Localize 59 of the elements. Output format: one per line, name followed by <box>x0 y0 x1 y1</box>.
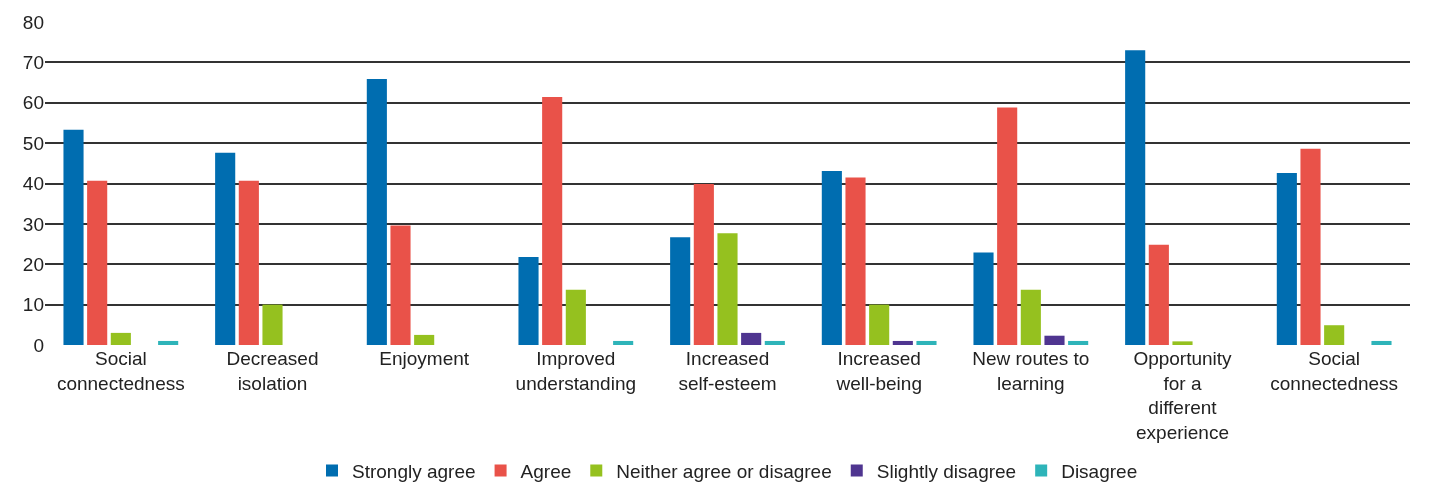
y-tick-label: 80 <box>22 11 44 33</box>
y-tick-label: 60 <box>22 92 44 114</box>
x-tick-label: Improved understanding <box>515 348 637 394</box>
bar <box>518 256 539 345</box>
bar <box>1324 325 1345 345</box>
bar <box>764 340 785 345</box>
bar <box>821 170 842 345</box>
bar <box>892 340 913 345</box>
x-tick-label: Increased self-esteem <box>678 348 777 394</box>
legend-label: Strongly agree <box>352 460 476 482</box>
bar <box>997 107 1018 345</box>
x-tick-label: Social connectedness <box>1270 348 1399 394</box>
bar <box>215 152 236 345</box>
x-tick-label: New routes to learning <box>972 348 1090 394</box>
bar <box>973 252 994 345</box>
bar <box>670 237 691 345</box>
bar <box>390 225 411 345</box>
bar <box>613 340 634 345</box>
bar <box>110 332 131 345</box>
legend-label: Agree <box>520 460 572 482</box>
bar <box>1276 173 1297 345</box>
bar <box>1148 244 1169 345</box>
legend-label: Neither agree or disagree <box>616 460 832 482</box>
x-tick-label: Increased well-being <box>835 348 922 394</box>
y-tick-label: 30 <box>22 213 44 235</box>
bar <box>542 97 563 345</box>
legend-label: Disagree <box>1061 460 1138 482</box>
y-tick-label: 50 <box>22 132 44 154</box>
bar <box>1300 148 1321 345</box>
bar <box>1371 340 1392 345</box>
bar <box>1068 340 1089 345</box>
y-tick-label: 70 <box>22 52 44 74</box>
bar <box>158 340 179 345</box>
x-tick-label: Decreased isolation <box>226 348 319 394</box>
bar <box>262 304 283 345</box>
bar <box>845 177 866 345</box>
y-tick-label: 0 <box>33 334 44 356</box>
legend-label: Slightly disagree <box>876 460 1017 482</box>
bar <box>869 304 890 345</box>
bar <box>741 332 762 345</box>
bar <box>1172 341 1193 345</box>
x-tick-label: Enjoyment <box>379 348 470 369</box>
bar <box>414 334 435 345</box>
bar <box>693 183 714 345</box>
bar <box>565 289 586 345</box>
bar <box>1044 335 1065 345</box>
y-tick-label: 40 <box>22 173 44 195</box>
bar <box>238 180 259 345</box>
bar <box>1020 289 1041 345</box>
bar <box>916 340 937 345</box>
bar <box>366 78 387 345</box>
bar <box>87 180 108 345</box>
x-tick-label: Social connectedness <box>56 348 185 394</box>
bar <box>717 233 738 345</box>
bar <box>63 129 84 345</box>
bar <box>1125 50 1146 345</box>
y-tick-label: 10 <box>22 294 44 316</box>
x-tick-label: Opportunity for a different experience <box>1133 348 1233 444</box>
y-tick-label: 20 <box>22 253 44 275</box>
